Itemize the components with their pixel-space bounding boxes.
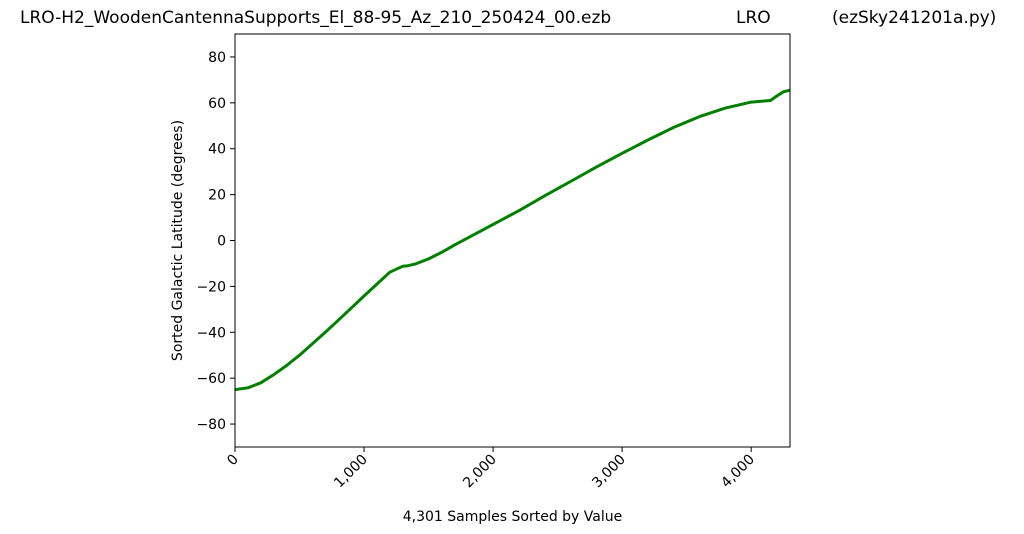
x-axis-label: 4,301 Samples Sorted by Value	[403, 509, 622, 525]
file-title: LRO-H2_WoodenCantennaSupports_El_88-95_A…	[20, 8, 612, 28]
x-tick-label: 1,000	[331, 452, 371, 492]
site-title: LRO	[736, 8, 771, 28]
plot-frame	[234, 33, 791, 448]
y-tick-label: 60	[208, 96, 226, 112]
x-tick-label: 3,000	[589, 452, 629, 492]
y-tick-label: 0	[217, 234, 226, 250]
x-tick-label: 2,000	[460, 452, 500, 492]
x-tick-label: 4,000	[718, 452, 758, 492]
script-title: (ezSky241201a.py)	[832, 8, 997, 28]
y-tick-label: −80	[196, 417, 226, 433]
y-tick-label: 20	[208, 188, 226, 204]
y-tick-label: 40	[208, 142, 226, 158]
y-tick-label: −60	[196, 371, 226, 387]
y-tick-label: −40	[196, 325, 226, 341]
y-tick-label: 80	[208, 50, 226, 66]
x-tick-label: 0	[224, 452, 242, 470]
series-line	[234, 88, 791, 392]
y-axis-label: Sorted Galactic Latitude (degrees)	[170, 120, 186, 361]
y-tick-label: −20	[196, 279, 226, 295]
